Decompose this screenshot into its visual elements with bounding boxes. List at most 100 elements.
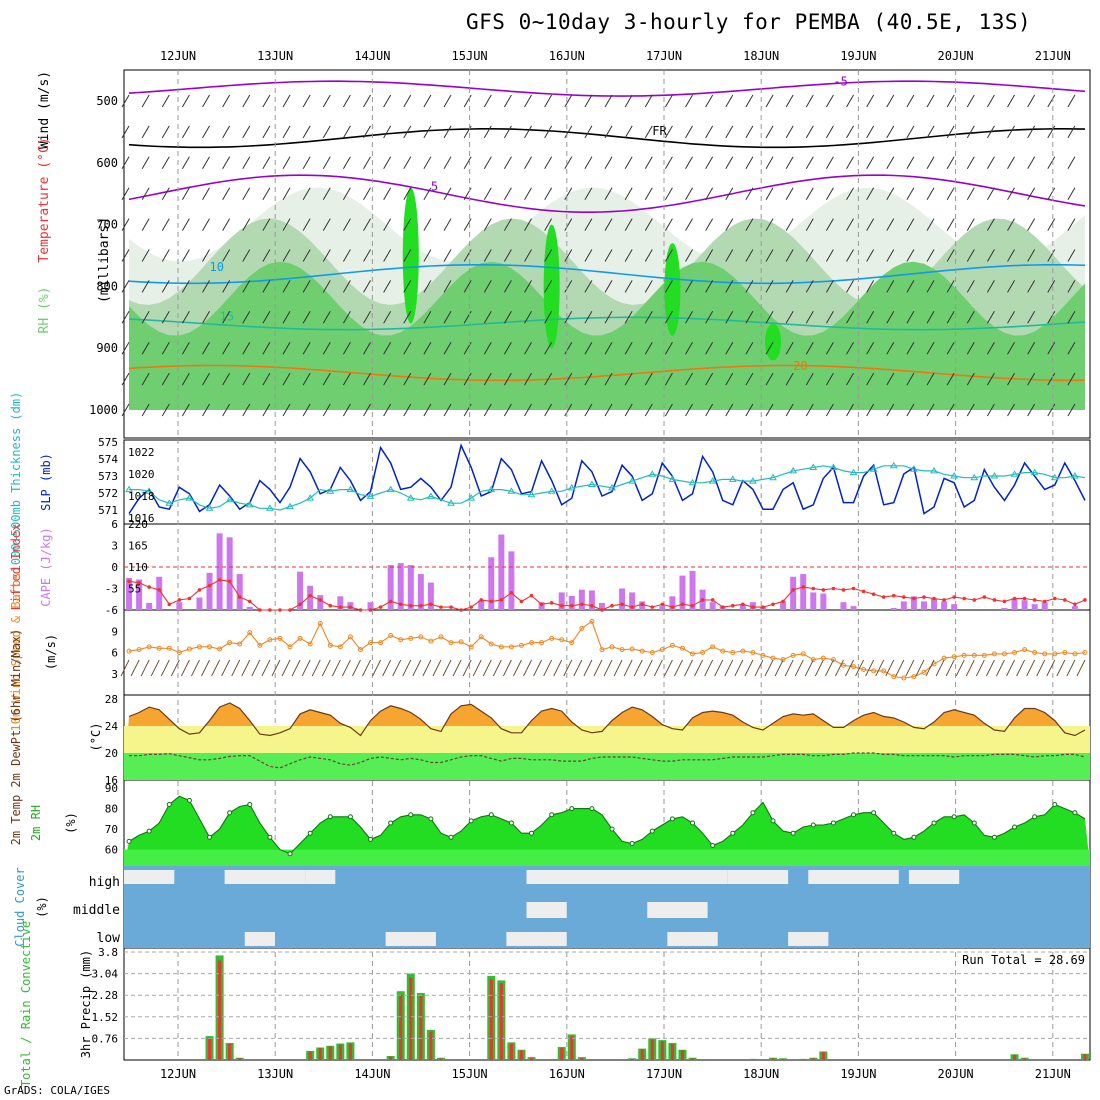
thickness-tick: 574 — [98, 453, 118, 466]
wind-barb-10m — [181, 659, 190, 677]
wind-barb — [383, 311, 392, 324]
wind-barb — [443, 187, 452, 200]
temp-range-band — [124, 726, 1090, 753]
wind-barb — [624, 187, 633, 200]
wind-barb — [1007, 311, 1015, 324]
wind-tick: 9 — [111, 625, 118, 638]
panel-frame — [123, 439, 1091, 525]
wind-barb — [805, 187, 814, 200]
date-label-top: 12JUN — [160, 49, 196, 63]
wind-barb — [584, 403, 593, 417]
wind-barb — [846, 94, 854, 108]
wind-barb — [342, 280, 351, 293]
wind-barb — [765, 218, 774, 231]
cape-bar — [810, 592, 817, 610]
wind-speed-point — [468, 644, 474, 650]
wind-barb — [664, 341, 673, 355]
wind-barb — [624, 125, 633, 139]
precip-convective-bar — [338, 1044, 342, 1060]
wind-barb — [986, 341, 995, 355]
lifted-index-point — [932, 596, 936, 601]
wind-speed-point — [830, 657, 836, 663]
wind-barb — [846, 218, 854, 231]
lifted-index-point — [459, 608, 463, 612]
wind-barb-10m — [221, 659, 231, 677]
lifted-index-point — [922, 595, 926, 599]
wind-barb — [886, 94, 895, 108]
thickness-point — [728, 475, 737, 482]
wind-barb — [141, 403, 150, 417]
wind-barb-10m — [794, 659, 804, 677]
wind-barb — [805, 372, 814, 386]
wind-barb — [544, 218, 553, 231]
wind-barb-10m — [684, 659, 693, 677]
wind-speed-point — [629, 646, 635, 652]
wind-speed-point — [649, 650, 655, 655]
wind-barb — [1027, 341, 1036, 355]
wind-barb — [443, 94, 452, 108]
wind-barb — [322, 341, 331, 355]
wind-barb — [886, 341, 895, 355]
wind-barb-10m — [482, 659, 492, 677]
date-label-bottom: 17JUN — [646, 1067, 682, 1081]
wind-barb — [966, 403, 975, 417]
wind-barb — [604, 218, 613, 231]
rh2m-point — [830, 820, 836, 826]
wind-barb — [966, 249, 975, 262]
wind-barb — [483, 403, 492, 417]
wind-barb — [986, 249, 995, 262]
wind-barb — [785, 125, 794, 139]
wind-speed-point — [720, 648, 726, 654]
wind-barb-10m — [352, 659, 361, 677]
wind-barb — [282, 280, 291, 293]
cloud-middle-bar — [526, 902, 567, 918]
wind-barb — [664, 249, 673, 262]
rh-80-area — [129, 261, 1085, 410]
wind-barb — [584, 94, 593, 108]
wind-barb — [202, 156, 210, 170]
thickness-point — [1010, 470, 1019, 477]
wind-barb — [161, 372, 170, 386]
wind-barb-10m — [714, 659, 724, 677]
upper-legend-item: Temperature (°C) — [37, 137, 52, 262]
wind-barb — [282, 156, 291, 170]
wind-barb — [181, 218, 190, 231]
wind-barb — [825, 280, 834, 293]
wind-barb — [725, 187, 734, 200]
wind-barb — [1067, 187, 1076, 200]
precip-convective-bar — [560, 1048, 564, 1060]
wind-barb-10m — [160, 659, 170, 677]
panel-frame — [123, 69, 1091, 439]
wind-barb — [1067, 403, 1076, 417]
lifted-index-point — [479, 598, 484, 602]
cape-bar — [941, 601, 948, 610]
wind-barb — [986, 280, 995, 293]
wind-speed-point — [871, 668, 877, 674]
wind-barb — [383, 280, 392, 293]
wind-barb — [242, 341, 251, 355]
lifted-index-point — [851, 586, 856, 591]
wind-barb — [342, 125, 351, 139]
wind-barb-10m — [331, 659, 341, 677]
precip-tick: 3.8 — [98, 946, 118, 959]
lifted-index-point — [1063, 598, 1067, 602]
wind-speed-point — [317, 620, 323, 626]
temp-unit-label: (°C) — [89, 723, 103, 752]
precip-convective-bar — [208, 1037, 212, 1060]
wind-barb — [745, 94, 754, 108]
wind-barb — [685, 372, 693, 386]
wind-barb — [383, 218, 392, 231]
pressure-tick: 900 — [96, 341, 118, 355]
rh2m-point — [508, 820, 514, 826]
wind-barb-10m — [1016, 659, 1025, 677]
wind-barbs-upper — [121, 94, 1076, 417]
wind-barb — [745, 125, 754, 139]
wind-barb — [524, 218, 532, 231]
lifted-index-point — [630, 605, 634, 609]
wind-barb — [282, 218, 291, 231]
wind-barb-10m — [563, 659, 573, 677]
lifted-index-point — [791, 588, 795, 592]
wind-speed-point — [347, 634, 353, 640]
wind-barb — [503, 187, 512, 200]
wind-barb — [564, 218, 573, 231]
